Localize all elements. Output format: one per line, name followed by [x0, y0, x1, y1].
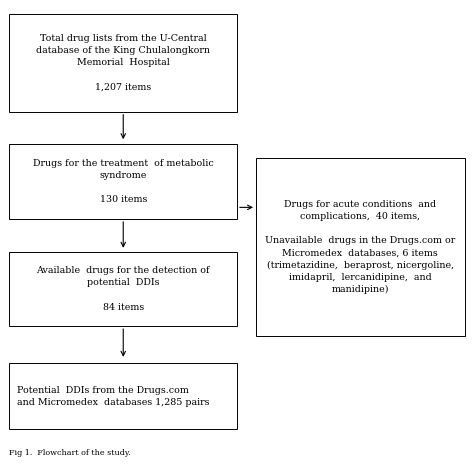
- FancyBboxPatch shape: [256, 158, 465, 336]
- FancyBboxPatch shape: [9, 144, 237, 219]
- FancyBboxPatch shape: [9, 14, 237, 112]
- FancyBboxPatch shape: [9, 363, 237, 429]
- FancyBboxPatch shape: [9, 252, 237, 326]
- Text: Available  drugs for the detection of
potential  DDIs

84 items: Available drugs for the detection of pot…: [36, 266, 210, 312]
- Text: Potential  DDIs from the Drugs.com
and Micromedex  databases 1,285 pairs: Potential DDIs from the Drugs.com and Mi…: [17, 385, 209, 407]
- Text: Drugs for acute conditions  and
complications,  40 items,

Unavailable  drugs in: Drugs for acute conditions and complicat…: [265, 200, 456, 294]
- Text: Fig 1.  Flowchart of the study.: Fig 1. Flowchart of the study.: [9, 449, 131, 457]
- Text: Total drug lists from the U-Central
database of the King Chulalongkorn
Memorial : Total drug lists from the U-Central data…: [36, 34, 210, 92]
- Text: Drugs for the treatment  of metabolic
syndrome

130 items: Drugs for the treatment of metabolic syn…: [33, 159, 214, 205]
